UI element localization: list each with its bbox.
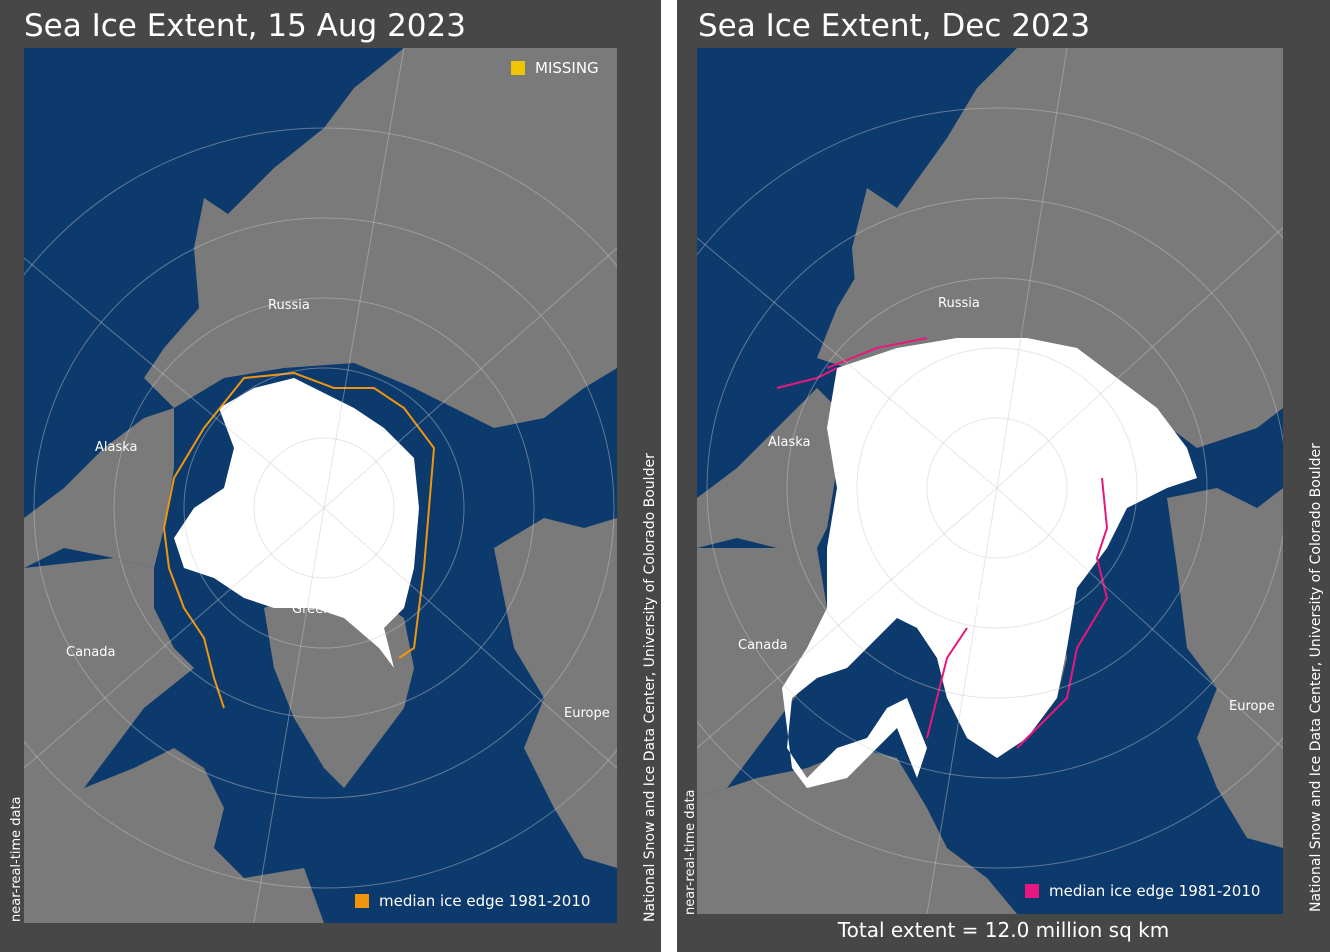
label-europe: Europe [1229,699,1275,714]
label-europe: Europe [564,706,610,721]
legend-missing-label: MISSING [535,59,599,77]
map-title: Sea Ice Extent, Dec 2023 [698,8,1091,44]
sea-ice-dec [782,338,1197,788]
median-edge-aug [162,371,436,709]
land-kamchatka [852,188,897,308]
polar-map: Russia Alaska Greenland Canada Europe me… [697,48,1283,914]
land-alaska [697,388,837,548]
missing-swatch-icon [511,61,525,75]
credit-text: National Snow and Ice Data Center, Unive… [642,453,658,922]
legend-median-label: median ice edge 1981-2010 [379,892,591,910]
median-edge-dec [776,337,1109,749]
label-canada: Canada [738,638,788,653]
land-europe [494,518,617,868]
legend-median-label: median ice edge 1981-2010 [1049,882,1261,900]
land-kamchatka [194,198,234,308]
legend-median: median ice edge 1981-2010 [1025,882,1260,900]
land-canada-south [697,748,1017,914]
label-russia: Russia [938,296,980,311]
land-russia [144,48,617,428]
map-title: Sea Ice Extent, 15 Aug 2023 [24,8,466,44]
legend-median: median ice edge 1981-2010 [355,892,590,910]
label-alaska: Alaska [768,435,811,450]
label-canada: Canada [66,645,116,660]
label-greenland: Greenland [961,596,1029,611]
total-extent: Total extent = 12.0 million sq km [837,918,1170,942]
land-alaska [24,408,174,568]
land-europe [1167,488,1283,848]
credit-text: National Snow and Ice Data Center, Unive… [1308,443,1324,912]
land-canada-south [24,748,324,923]
label-greenland: Greenland [292,602,360,617]
polar-map-graphic [697,48,1283,914]
map-panel-aug-2023: Sea Ice Extent, 15 Aug 2023 [0,0,661,952]
label-russia: Russia [268,298,310,313]
sea-ice-aug [174,378,419,668]
median-swatch-icon [1025,884,1039,898]
data-note: near-real-time data [9,796,24,922]
polar-map-graphic [24,48,617,923]
land-canada [697,548,827,798]
land-canada [24,558,194,808]
legend-missing: MISSING [503,56,607,80]
polar-map: Russia Alaska Greenland Canada Europe MI… [24,48,617,923]
data-note: near-real-time data [683,789,698,915]
median-swatch-icon [355,894,369,908]
label-alaska: Alaska [95,440,138,455]
map-panel-dec-2023: Sea Ice Extent, Dec 2023 [677,0,1330,952]
